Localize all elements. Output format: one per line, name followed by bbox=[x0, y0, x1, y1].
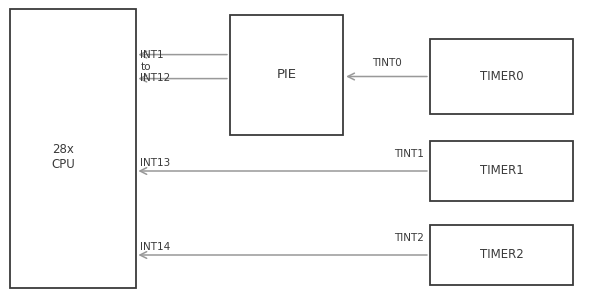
Text: PIE: PIE bbox=[276, 68, 297, 82]
Bar bbox=[430, 225, 573, 285]
Text: INT1
to
INT12: INT1 to INT12 bbox=[140, 50, 171, 83]
Bar bbox=[430, 141, 573, 201]
Text: INT14: INT14 bbox=[140, 242, 171, 252]
Text: TIMER1: TIMER1 bbox=[479, 164, 524, 178]
Bar bbox=[430, 39, 573, 114]
Text: TINT2: TINT2 bbox=[394, 233, 424, 243]
Text: INT13: INT13 bbox=[140, 158, 171, 168]
Bar bbox=[230, 15, 343, 135]
Text: 28x
CPU: 28x CPU bbox=[51, 143, 75, 171]
Text: TINT0: TINT0 bbox=[372, 58, 401, 68]
Text: TIMER0: TIMER0 bbox=[479, 70, 524, 83]
Text: TINT1: TINT1 bbox=[394, 149, 424, 159]
Bar bbox=[10, 9, 136, 288]
Text: TIMER2: TIMER2 bbox=[479, 248, 524, 262]
